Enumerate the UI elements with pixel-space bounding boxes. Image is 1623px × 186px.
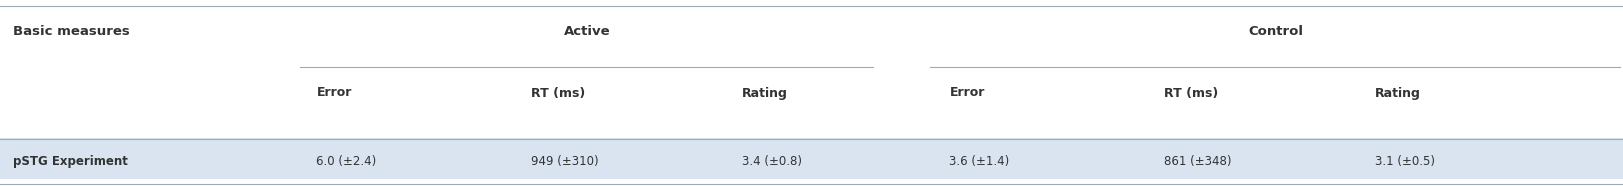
Text: Rating: Rating: [742, 86, 787, 100]
Text: RT (ms): RT (ms): [1164, 86, 1217, 100]
Text: 3.4 (±0.8): 3.4 (±0.8): [742, 155, 802, 168]
Text: 949 (±310): 949 (±310): [531, 155, 599, 168]
Text: Active: Active: [565, 25, 610, 38]
Text: pSTG Experiment: pSTG Experiment: [13, 155, 128, 168]
Text: Error: Error: [949, 86, 985, 100]
Bar: [0, 138, 1623, 179]
Text: 861 (±348): 861 (±348): [1164, 155, 1232, 168]
Text: Basic measures: Basic measures: [13, 25, 130, 38]
Text: 3.1 (±0.5): 3.1 (±0.5): [1375, 155, 1435, 168]
Text: Rating: Rating: [1375, 86, 1420, 100]
Text: 6.0 (±2.4): 6.0 (±2.4): [316, 155, 377, 168]
Text: RT (ms): RT (ms): [531, 86, 584, 100]
Text: Control: Control: [1248, 25, 1303, 38]
Text: 3.6 (±1.4): 3.6 (±1.4): [949, 155, 1010, 168]
Text: Error: Error: [316, 86, 352, 100]
